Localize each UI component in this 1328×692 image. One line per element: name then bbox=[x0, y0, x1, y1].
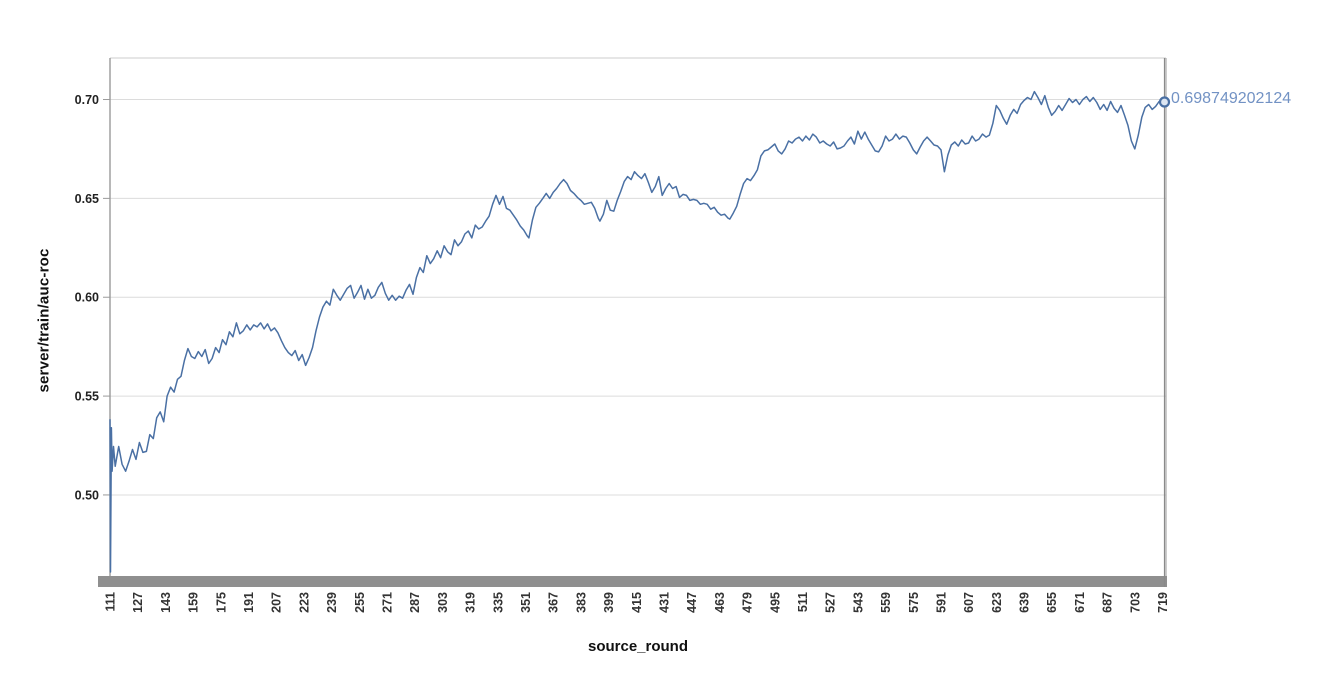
x-tick-label: 367 bbox=[547, 592, 561, 613]
x-tick-label: 255 bbox=[353, 592, 367, 613]
x-tick-label: 319 bbox=[464, 592, 478, 613]
x-tick-label: 175 bbox=[214, 592, 228, 613]
x-tick-label: 639 bbox=[1018, 592, 1032, 613]
end-value-label: 0.698749202124 bbox=[1171, 90, 1292, 107]
x-tick-label: 671 bbox=[1073, 592, 1087, 613]
x-tick-label: 687 bbox=[1101, 592, 1115, 613]
x-tick-label: 431 bbox=[657, 592, 671, 613]
x-tick-label: 527 bbox=[824, 592, 838, 613]
y-axis-title: server/train/auc-roc bbox=[35, 248, 53, 393]
y-tick-label: 0.50 bbox=[75, 488, 99, 502]
x-tick-label: 287 bbox=[408, 592, 422, 613]
x-tick-label: 143 bbox=[159, 592, 173, 613]
series-line bbox=[109, 90, 1167, 573]
x-tick-label: 495 bbox=[768, 592, 782, 613]
y-tick-label: 0.70 bbox=[75, 93, 99, 107]
x-tick-label: 591 bbox=[934, 592, 948, 613]
y-tick-label: 0.55 bbox=[75, 390, 99, 404]
x-tick-label: 479 bbox=[741, 592, 755, 613]
x-tick-label: 303 bbox=[436, 592, 450, 613]
x-tick-label: 271 bbox=[380, 592, 394, 613]
x-tick-label: 463 bbox=[713, 592, 727, 613]
x-tick-label: 223 bbox=[297, 592, 311, 613]
x-tick-label: 559 bbox=[879, 592, 893, 613]
x-tick-label: 351 bbox=[519, 592, 533, 613]
x-axis-bar bbox=[98, 576, 1167, 587]
x-tick-label: 703 bbox=[1128, 592, 1142, 613]
x-tick-label: 127 bbox=[131, 592, 145, 613]
x-tick-label: 415 bbox=[630, 592, 644, 613]
y-tick-label: 0.60 bbox=[75, 291, 99, 305]
x-tick-label: 623 bbox=[990, 592, 1004, 613]
x-tick-label: 655 bbox=[1045, 592, 1059, 613]
x-tick-label: 543 bbox=[851, 592, 865, 613]
end-marker bbox=[1158, 96, 1171, 108]
x-tick-label: 399 bbox=[602, 592, 616, 613]
x-tick-label: 111 bbox=[104, 592, 118, 612]
x-tick-label: 239 bbox=[325, 592, 339, 613]
x-tick-label: 207 bbox=[270, 592, 284, 613]
x-tick-label: 607 bbox=[962, 592, 976, 613]
x-tick-label: 191 bbox=[242, 592, 256, 613]
plot-area[interactable] bbox=[110, 58, 1166, 576]
x-tick-label: 383 bbox=[574, 592, 588, 613]
x-axis-title: source_round bbox=[587, 638, 689, 655]
y-tick-label: 0.65 bbox=[75, 192, 99, 206]
x-tick-label: 575 bbox=[907, 592, 921, 613]
x-tick-label: 447 bbox=[685, 592, 699, 613]
x-tick-label: 511 bbox=[796, 592, 810, 612]
x-tick-label: 159 bbox=[187, 592, 201, 613]
x-tick-label: 719 bbox=[1156, 592, 1170, 613]
x-tick-label: 335 bbox=[491, 592, 505, 613]
